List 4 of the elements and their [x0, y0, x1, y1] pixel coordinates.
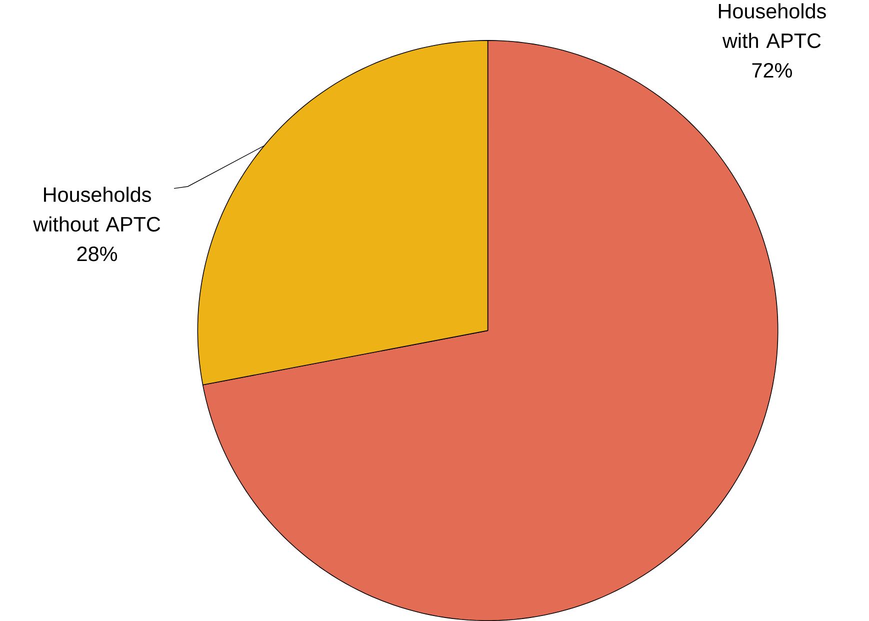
slice-label: Households without APTC	[33, 186, 160, 232]
data-label: 28%	[77, 246, 118, 262]
slice-label: Households with APTC	[718, 3, 826, 48]
data-label: 72%	[752, 63, 792, 78]
